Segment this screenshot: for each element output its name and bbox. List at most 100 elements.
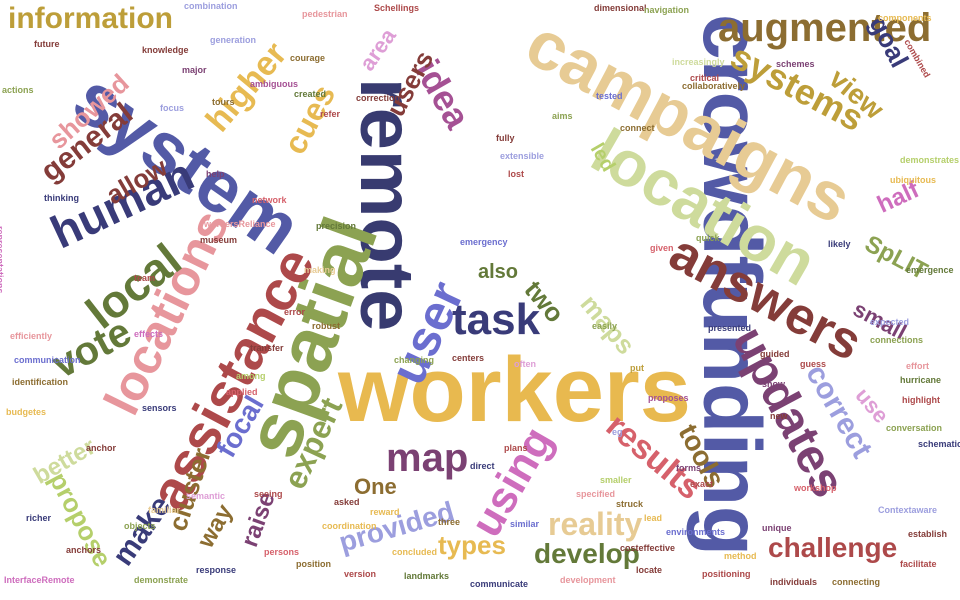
word-proposes: proposes: [648, 393, 689, 403]
word-refer: refer: [320, 109, 341, 119]
word-version: version: [344, 569, 377, 579]
word-information: information: [8, 2, 173, 35]
word-transfer: transfer: [250, 343, 284, 353]
word-team: team: [134, 273, 156, 283]
word-given: given: [650, 243, 674, 253]
word-pedestrian: pedestrian: [302, 9, 348, 19]
word-seeing: seeing: [254, 489, 283, 499]
word-response: response: [196, 565, 237, 575]
word-applied: applied: [226, 387, 258, 397]
word-correction: correction: [356, 93, 401, 103]
word-augmented: augmented: [718, 6, 932, 50]
word-direct: direct: [470, 461, 495, 471]
word-components: components: [878, 13, 932, 23]
word-asked: asked: [334, 497, 360, 507]
word-created: created: [294, 89, 327, 99]
word-expected: expected: [870, 317, 910, 327]
word-ubiquitous: ubiquitous: [890, 175, 936, 185]
word-concluded: concluded: [392, 547, 438, 557]
word-hurricane: hurricane: [900, 375, 942, 385]
word-extensible: extensible: [500, 151, 545, 161]
word-anchor: anchor: [86, 443, 117, 453]
word-future: future: [34, 39, 60, 49]
word-communicate: communicate: [470, 579, 529, 589]
word-actions: actions: [2, 85, 34, 95]
word-conversation: conversation: [886, 423, 943, 433]
word-effects: effects: [134, 329, 164, 339]
word-plans: plans: [504, 443, 528, 453]
word-generation: generation: [210, 35, 257, 45]
word-area: area: [354, 23, 401, 76]
word-landmarks: landmarks: [404, 571, 450, 581]
word-often: often: [514, 359, 536, 369]
word-persons: persons: [264, 547, 300, 557]
word-making: making: [304, 265, 336, 275]
word-semantic: semantic: [186, 491, 226, 501]
word-budgetes: budgetes: [6, 407, 47, 417]
word-richer: richer: [26, 513, 52, 523]
word-tested: tested: [596, 91, 623, 101]
word-InterfaceRemote: InterfaceRemote: [4, 575, 75, 585]
word-lead: lead: [644, 513, 663, 523]
word-emergence: emergence: [906, 265, 954, 275]
word-map: map: [386, 436, 469, 480]
word-three: three: [438, 517, 461, 527]
word-courage: courage: [290, 53, 326, 63]
word-identification: identification: [12, 377, 68, 387]
word-workersReliance: workersReliance: [204, 219, 276, 229]
word-Schellings: Schellings: [374, 3, 420, 13]
word-museum: museum: [200, 235, 238, 245]
word-individuals: individuals: [770, 577, 818, 587]
word-emergency: emergency: [460, 237, 508, 247]
word-major: major: [182, 65, 207, 75]
word-schemes: schemes: [776, 59, 815, 69]
word-reality: reality: [548, 506, 643, 542]
word-make: make: [106, 489, 178, 572]
word-types: types: [438, 530, 506, 560]
word-locate: locate: [636, 565, 663, 575]
word-workers: workers: [338, 339, 691, 441]
word-demonstrates: demonstrates: [900, 155, 960, 165]
word-knowledge: knowledge: [142, 45, 189, 55]
word-critical: critical: [690, 73, 720, 83]
word-smaller: smaller: [600, 475, 632, 485]
word-anchors: anchors: [66, 545, 102, 555]
word-precision: precision: [316, 221, 357, 231]
word-help: help: [206, 169, 225, 179]
word-guess: guess: [800, 359, 827, 369]
word-establish: establish: [908, 529, 948, 539]
word-forms: forms: [676, 463, 702, 473]
word-costeffective: costeffective: [620, 543, 676, 553]
word-aims: aims: [552, 111, 573, 121]
word-thinking: thinking: [44, 193, 79, 203]
word-ambiguous: ambiguous: [250, 79, 299, 89]
word-easily: easily: [592, 321, 618, 331]
word-guided: guided: [760, 349, 790, 359]
word-dimensional: dimensional: [594, 3, 647, 13]
word-develop: develop: [534, 538, 640, 569]
word-coordination: coordination: [322, 521, 377, 531]
word-propose: propose: [43, 467, 118, 572]
word-centers: centers: [452, 353, 485, 363]
word-communication: communication: [14, 355, 81, 365]
word-specified: specified: [576, 489, 616, 499]
word-increasingly: increasingly: [672, 57, 725, 67]
word-tours: tours: [212, 97, 235, 107]
word-representations: representations: [0, 226, 5, 294]
word-exact: exact: [690, 479, 714, 489]
word-put: put: [630, 363, 644, 373]
word-also: also: [478, 261, 519, 283]
word-facilitate: facilitate: [900, 559, 937, 569]
word-One: One: [354, 474, 397, 499]
word-lost: lost: [508, 169, 525, 179]
word-objects: objects: [124, 521, 156, 531]
word-show: show: [762, 379, 786, 389]
word-efficiently: efficiently: [10, 331, 53, 341]
word-network: network: [252, 195, 287, 205]
word-Contextaware: Contextaware: [878, 505, 938, 515]
word-focus: focus: [160, 103, 185, 113]
word-SpLIT: SpLIT: [860, 230, 932, 286]
word-combination: combination: [184, 1, 238, 11]
word-connect: connect: [620, 123, 655, 133]
